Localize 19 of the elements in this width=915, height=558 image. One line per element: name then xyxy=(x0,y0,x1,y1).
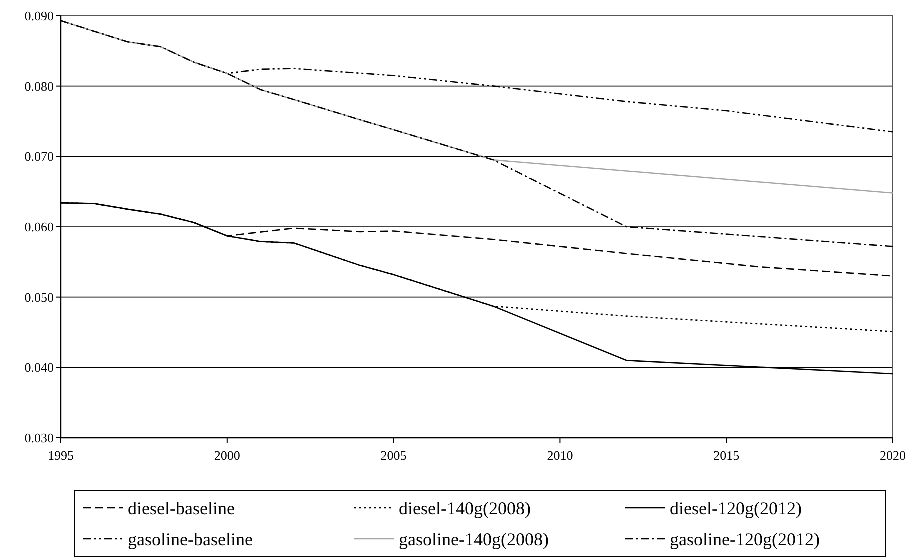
y-tick-label: 0.090 xyxy=(24,8,54,24)
x-tick-label: 2005 xyxy=(380,448,407,463)
y-tick-label: 0.040 xyxy=(24,360,54,376)
legend-label: gasoline-120g(2012) xyxy=(670,529,820,550)
legend-label: diesel-140g(2008) xyxy=(399,498,531,518)
x-tick-label: 1995 xyxy=(48,448,74,463)
y-tick-label: 0.070 xyxy=(24,149,54,164)
legend-label: gasoline-baseline xyxy=(128,529,253,550)
y-tick-label: 0.030 xyxy=(24,430,54,446)
y-tick-label: 0.060 xyxy=(24,220,54,235)
x-tick-label: 2020 xyxy=(880,448,906,463)
legend-label: diesel-baseline xyxy=(128,498,235,518)
legend-label: gasoline-140g(2008) xyxy=(399,529,549,550)
legend-label: diesel-120g(2012) xyxy=(670,498,802,518)
x-tick-label: 2000 xyxy=(214,448,240,463)
x-tick-label: 2015 xyxy=(714,448,740,463)
x-tick-label: 2010 xyxy=(547,448,574,463)
y-tick-label: 0.080 xyxy=(24,78,54,94)
y-tick-label: 0.050 xyxy=(24,290,54,305)
